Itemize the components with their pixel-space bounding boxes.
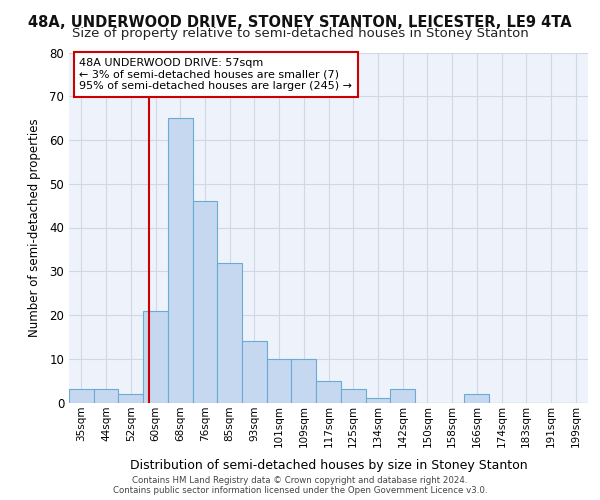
Bar — [267, 359, 292, 403]
Bar — [292, 359, 316, 403]
Text: 48A, UNDERWOOD DRIVE, STONEY STANTON, LEICESTER, LE9 4TA: 48A, UNDERWOOD DRIVE, STONEY STANTON, LE… — [28, 15, 572, 30]
Bar — [168, 118, 193, 403]
Bar — [464, 394, 489, 402]
Bar — [316, 380, 341, 402]
Bar — [69, 390, 94, 402]
X-axis label: Distribution of semi-detached houses by size in Stoney Stanton: Distribution of semi-detached houses by … — [130, 458, 527, 471]
Bar — [118, 394, 143, 402]
Text: 48A UNDERWOOD DRIVE: 57sqm
← 3% of semi-detached houses are smaller (7)
95% of s: 48A UNDERWOOD DRIVE: 57sqm ← 3% of semi-… — [79, 58, 352, 91]
Bar — [217, 262, 242, 402]
Bar — [193, 201, 217, 402]
Bar — [94, 390, 118, 402]
Y-axis label: Number of semi-detached properties: Number of semi-detached properties — [28, 118, 41, 337]
Bar — [341, 390, 365, 402]
Bar — [365, 398, 390, 402]
Text: Contains HM Land Registry data © Crown copyright and database right 2024.: Contains HM Land Registry data © Crown c… — [132, 476, 468, 485]
Bar — [242, 341, 267, 402]
Bar — [390, 390, 415, 402]
Text: Size of property relative to semi-detached houses in Stoney Stanton: Size of property relative to semi-detach… — [71, 28, 529, 40]
Bar — [143, 310, 168, 402]
Text: Contains public sector information licensed under the Open Government Licence v3: Contains public sector information licen… — [113, 486, 487, 495]
